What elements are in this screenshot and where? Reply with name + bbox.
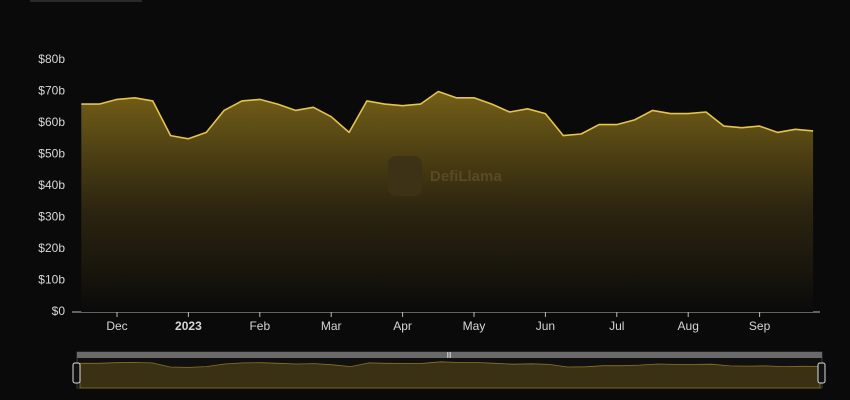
area-fill — [81, 91, 814, 312]
y-tick-label: $50b — [38, 147, 65, 161]
range-slider[interactable]: ||| — [72, 351, 826, 389]
x-tick-label: Jun — [536, 319, 555, 333]
y-tick-label: $40b — [38, 178, 65, 192]
y-tick-label: $10b — [38, 273, 65, 287]
x-tick-label: Jul — [609, 319, 624, 333]
y-tick-label: $0 — [52, 304, 66, 318]
y-tick-label: $80b — [38, 52, 65, 66]
slider-handle-right[interactable] — [817, 362, 826, 384]
watermark-logo — [388, 156, 422, 196]
slider-handle-left[interactable] — [72, 362, 81, 384]
x-tick-label: Dec — [106, 319, 127, 333]
area-line — [81, 90, 814, 140]
x-tick-label: Feb — [249, 319, 270, 333]
x-tick-label: May — [463, 319, 486, 333]
y-tick-label: $20b — [38, 241, 65, 255]
x-tick-label: Mar — [321, 319, 342, 333]
slider-bar[interactable] — [77, 352, 822, 358]
plot-area: $0 $10b $20b $30b $40b $50b $60b $70b $80b Dec 202… — [38, 52, 820, 333]
x-tick-label: 2023 — [175, 319, 202, 333]
y-tick-label: $30b — [38, 210, 65, 224]
y-tick-label: $70b — [38, 84, 65, 98]
top-tab — [30, 0, 142, 2]
slider-grip[interactable]: ||| — [447, 353, 452, 359]
watermark-text: DefiLlama — [430, 168, 502, 185]
x-tick-label: Apr — [393, 319, 412, 333]
slider-preview-area[interactable] — [79, 361, 821, 389]
x-tick-label: Aug — [678, 319, 699, 333]
y-tick-label: $60b — [38, 115, 65, 129]
watermark: DefiLlama — [388, 156, 502, 196]
x-tick-label: Sep — [749, 319, 771, 333]
